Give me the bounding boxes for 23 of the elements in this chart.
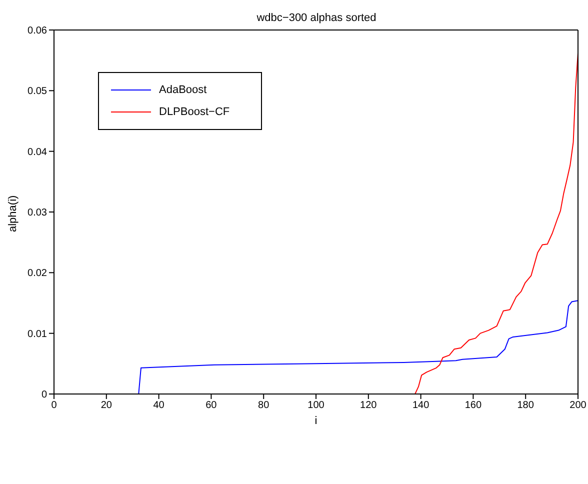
y-tick-label: 0.01 xyxy=(28,328,48,340)
x-tick-label: 0 xyxy=(51,400,58,412)
x-tick-label: 140 xyxy=(412,400,430,412)
y-tick-label: 0 xyxy=(41,390,48,401)
x-tick-label: 120 xyxy=(360,400,378,412)
x-tick-label: 20 xyxy=(100,400,112,412)
y-tick-label: 0.04 xyxy=(28,146,48,158)
legend-label: DLPBoost−CF xyxy=(159,106,230,118)
x-tick-label: 80 xyxy=(258,400,270,412)
y-axis-title: alpha(i) xyxy=(6,195,19,232)
chart-title: wdbc−300 alphas sorted xyxy=(256,12,378,24)
x-tick-label: 180 xyxy=(517,400,534,412)
legend-label: AdaBoost xyxy=(159,84,207,96)
x-axis-title: i xyxy=(314,415,318,427)
x-tick-label: 200 xyxy=(570,400,587,412)
y-tick-label: 0.03 xyxy=(28,208,48,219)
x-tick-label: 40 xyxy=(153,400,165,412)
x-tick-label: 60 xyxy=(206,400,218,412)
y-tick-label: 0.02 xyxy=(28,268,48,280)
x-tick-label: 160 xyxy=(464,400,482,412)
x-tick-label: 100 xyxy=(308,400,325,412)
y-tick-label: 0.05 xyxy=(28,86,48,98)
y-tick-label: 0.06 xyxy=(28,26,48,37)
